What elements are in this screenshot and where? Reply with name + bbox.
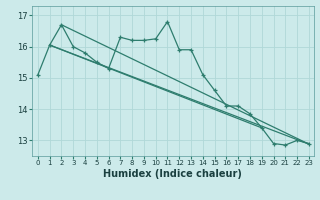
X-axis label: Humidex (Indice chaleur): Humidex (Indice chaleur) [103,169,242,179]
